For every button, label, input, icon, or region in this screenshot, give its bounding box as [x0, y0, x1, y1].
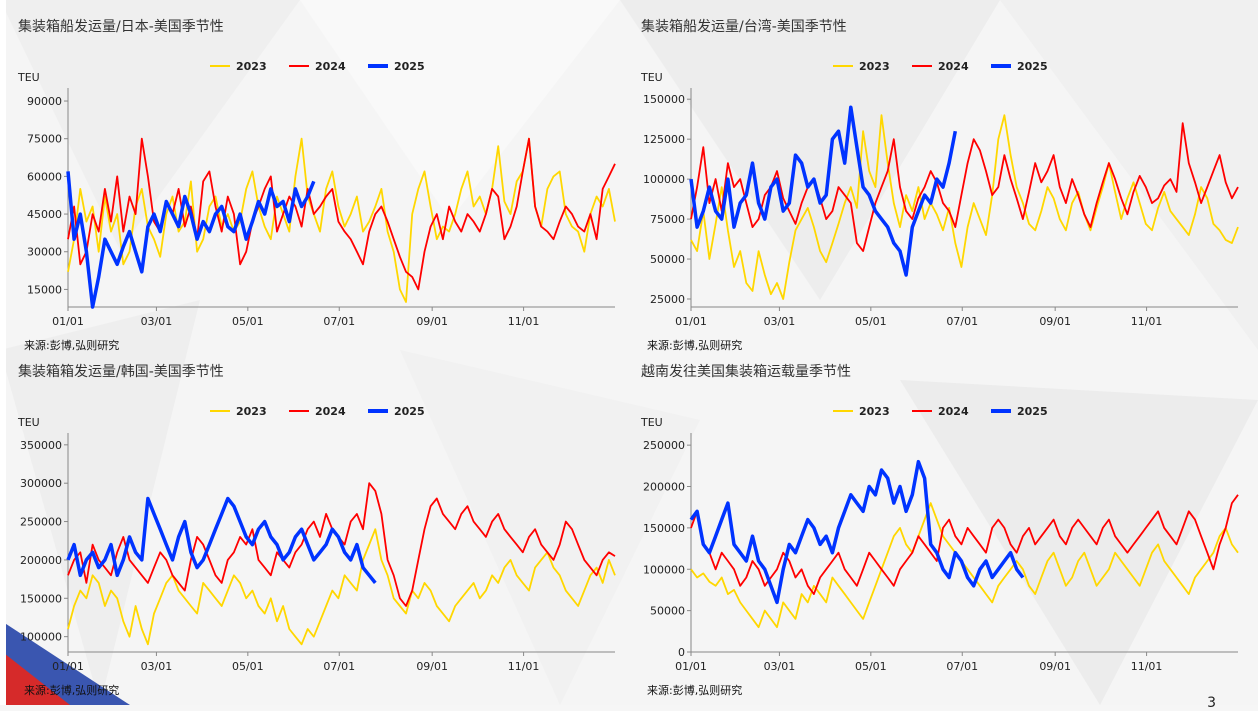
y-tick-label: 125000 — [643, 133, 685, 146]
y-tick-label: 75000 — [650, 213, 685, 226]
y-axis-unit: TEU — [640, 416, 663, 429]
y-tick-label: 150000 — [20, 592, 62, 605]
legend-label-2024: 2024 — [938, 60, 969, 73]
chart-korea: 集装箱箱发运量/韩国-美国季节性 TEU 2023 2024 2025 100000 150… — [17, 363, 616, 697]
chart-vietnam: 越南发往美国集装箱运载量季节性 TEU 2023 2024 2025 0 50000 1000… — [640, 363, 1239, 697]
x-tick-label: 07/01 — [946, 660, 978, 673]
legend-label-2023: 2023 — [236, 405, 267, 418]
chart-panel-japan: 集装箱船发运量/日本-美国季节性 TEU 2023 2024 2025 15000 3000… — [10, 10, 630, 355]
legend-label-2023: 2023 — [236, 60, 267, 73]
series-line-2023 — [690, 114, 1239, 300]
x-tick-label: 05/01 — [855, 660, 887, 673]
series-line-2025 — [689, 105, 958, 277]
legend-label-2023: 2023 — [859, 60, 890, 73]
series-line-2024 — [690, 494, 1239, 596]
chart-title: 集装箱船发运量/台湾-美国季节性 — [641, 18, 847, 35]
legend-label-2024: 2024 — [315, 405, 346, 418]
x-tick-label: 11/01 — [1131, 660, 1163, 673]
x-tick-label: 05/01 — [855, 315, 887, 328]
chart-panel-taiwan: 集装箱船发运量/台湾-美国季节性 TEU 2023 2024 2025 25000 5000… — [633, 10, 1253, 355]
source-note: 来源:彭博,弘则研究 — [647, 338, 742, 352]
x-tick-label: 09/01 — [1039, 315, 1071, 328]
legend-label-2025: 2025 — [1017, 405, 1048, 418]
y-tick-label: 50000 — [650, 253, 685, 266]
y-tick-label: 100000 — [643, 563, 685, 576]
source-note: 来源:彭博,弘则研究 — [647, 683, 742, 697]
source-note: 来源:彭博,弘则研究 — [24, 683, 119, 697]
y-tick-label: 25000 — [650, 293, 685, 306]
series-line-2023 — [67, 528, 616, 646]
y-tick-label: 45000 — [27, 208, 62, 221]
y-axis-unit: TEU — [640, 71, 663, 84]
chart-taiwan: 集装箱船发运量/台湾-美国季节性 TEU 2023 2024 2025 25000 5000… — [640, 18, 1239, 352]
y-tick-label: 150000 — [643, 522, 685, 535]
x-tick-label: 03/01 — [141, 660, 173, 673]
y-tick-label: 15000 — [27, 283, 62, 296]
x-tick-label: 07/01 — [323, 315, 355, 328]
x-tick-label: 11/01 — [1131, 315, 1163, 328]
y-tick-label: 250000 — [643, 439, 685, 452]
x-tick-label: 03/01 — [764, 660, 796, 673]
x-tick-label: 01/01 — [52, 315, 84, 328]
legend-label-2025: 2025 — [394, 405, 425, 418]
legend-label-2024: 2024 — [315, 60, 346, 73]
chart-panel-vietnam: 越南发往美国集装箱运载量季节性 TEU 2023 2024 2025 0 50000 1000… — [633, 355, 1253, 700]
source-note: 来源:彭博,弘则研究 — [24, 338, 119, 352]
legend-label-2024: 2024 — [938, 405, 969, 418]
y-tick-label: 100000 — [20, 631, 62, 644]
series-line-2025 — [66, 496, 377, 584]
chart-japan: 集装箱船发运量/日本-美国季节性 TEU 2023 2024 2025 15000 3000… — [17, 18, 616, 352]
y-tick-label: 90000 — [27, 95, 62, 108]
y-tick-label: 300000 — [20, 477, 62, 490]
y-tick-label: 50000 — [650, 605, 685, 618]
x-tick-label: 05/01 — [232, 660, 264, 673]
legend-label-2023: 2023 — [859, 405, 890, 418]
x-tick-label: 03/01 — [764, 315, 796, 328]
x-tick-label: 01/01 — [675, 660, 707, 673]
chart-title: 集装箱船发运量/日本-美国季节性 — [18, 18, 224, 35]
legend-label-2025: 2025 — [1017, 60, 1048, 73]
y-tick-label: 350000 — [20, 439, 62, 452]
chart-panel-korea: 集装箱箱发运量/韩国-美国季节性 TEU 2023 2024 2025 100000 150… — [10, 355, 630, 700]
x-tick-label: 09/01 — [1039, 660, 1071, 673]
y-tick-label: 150000 — [643, 93, 685, 106]
y-tick-label: 250000 — [20, 516, 62, 529]
y-tick-label: 200000 — [643, 481, 685, 494]
x-tick-label: 03/01 — [141, 315, 173, 328]
y-tick-label: 30000 — [27, 246, 62, 259]
x-tick-label: 07/01 — [323, 660, 355, 673]
x-tick-label: 01/01 — [675, 315, 707, 328]
x-tick-label: 01/01 — [52, 660, 84, 673]
x-tick-label: 07/01 — [946, 315, 978, 328]
x-tick-label: 05/01 — [232, 315, 264, 328]
x-tick-label: 11/01 — [508, 660, 540, 673]
y-axis-unit: TEU — [17, 416, 40, 429]
series-line-2024 — [690, 122, 1239, 253]
y-tick-label: 200000 — [20, 554, 62, 567]
page-number: 3 — [1207, 695, 1216, 711]
chart-title: 越南发往美国集装箱运载量季节性 — [641, 363, 851, 380]
y-tick-label: 0 — [678, 646, 685, 659]
chart-title: 集装箱箱发运量/韩国-美国季节性 — [18, 363, 224, 380]
x-tick-label: 09/01 — [416, 660, 448, 673]
x-tick-label: 11/01 — [508, 315, 540, 328]
series-line-2025 — [66, 171, 316, 309]
x-tick-label: 09/01 — [416, 315, 448, 328]
y-tick-label: 60000 — [27, 170, 62, 183]
y-axis-unit: TEU — [17, 71, 40, 84]
series-line-2025 — [689, 459, 1025, 605]
y-tick-label: 75000 — [27, 133, 62, 146]
y-tick-label: 100000 — [643, 173, 685, 186]
legend-label-2025: 2025 — [394, 60, 425, 73]
